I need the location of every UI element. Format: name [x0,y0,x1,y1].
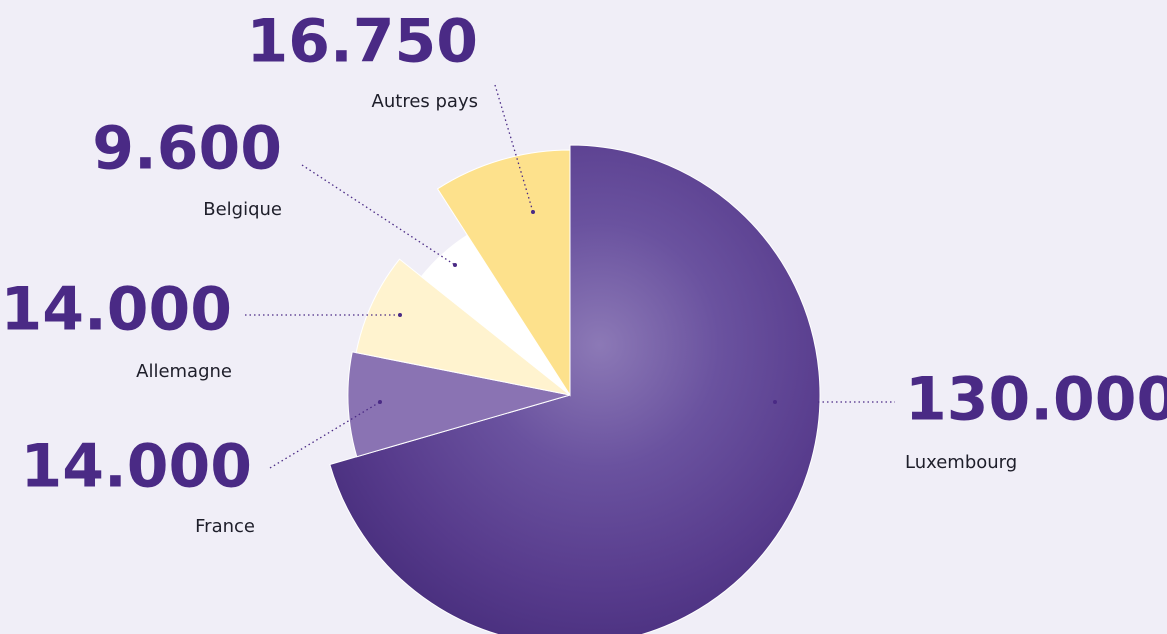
slice [436,149,571,397]
leader-dot [531,210,535,214]
slice [355,258,571,396]
category-label: Luxembourg [905,452,1017,473]
leader-line [301,164,456,266]
category-label: Belgique [203,199,282,220]
category-label: Autres pays [372,91,478,112]
labels: 130.000 Luxembourg 14.000 France 14.000 Allem… [0,7,1167,537]
slice [329,144,821,634]
leader-dot [773,400,777,404]
value-label: 130.000 [905,365,1167,435]
pie [329,144,821,634]
leader-line [269,401,381,469]
leader-dot [453,263,457,267]
category-label: Allemagne [136,361,232,382]
category-label: France [195,516,255,537]
slice [347,351,571,458]
value-label: 14.000 [0,275,232,345]
value-label: 14.000 [20,432,252,502]
value-label: 9.600 [92,114,282,184]
leader-dot [378,400,382,404]
leader-dot [398,313,402,317]
value-label: 16.750 [246,7,478,77]
